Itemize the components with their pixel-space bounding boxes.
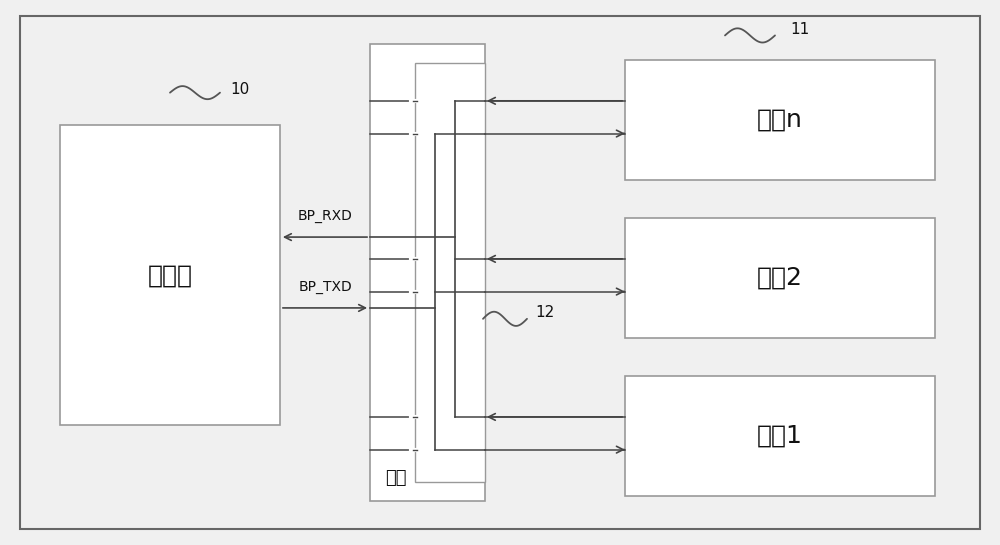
Text: 主控卡: 主控卡 [147, 263, 192, 287]
Bar [625, 60, 935, 180]
Bar [625, 376, 935, 496]
Text: BP_TXD: BP_TXD [298, 280, 352, 294]
Text: 11: 11 [790, 22, 809, 38]
Bar [370, 44, 485, 501]
Bar [60, 125, 280, 425]
Text: 12: 12 [535, 305, 554, 320]
Text: 从卡2: 从卡2 [757, 266, 803, 290]
Text: BP_RXD: BP_RXD [298, 209, 352, 223]
Text: 背板: 背板 [385, 469, 406, 487]
Text: 从卡n: 从卡n [757, 108, 803, 132]
Text: 从卡1: 从卡1 [757, 424, 803, 448]
Bar [625, 218, 935, 338]
Text: 10: 10 [230, 82, 249, 98]
Bar [415, 63, 485, 482]
